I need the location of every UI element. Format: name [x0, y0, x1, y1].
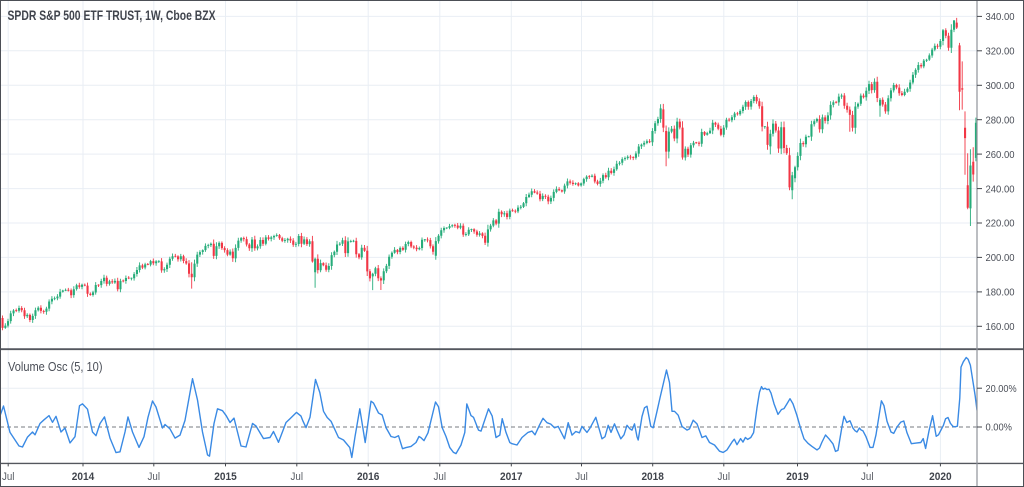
- svg-text:2018: 2018: [641, 471, 664, 483]
- svg-text:Jul: Jul: [148, 471, 161, 483]
- svg-text:Jul: Jul: [291, 471, 304, 483]
- svg-text:220.00: 220.00: [986, 218, 1015, 230]
- svg-text:20.00%: 20.00%: [986, 383, 1017, 395]
- svg-text:2020: 2020: [929, 471, 952, 483]
- svg-text:Volume Osc (5, 10): Volume Osc (5, 10): [8, 359, 103, 374]
- svg-text:180.00: 180.00: [986, 287, 1015, 299]
- svg-text:340.00: 340.00: [986, 11, 1015, 23]
- svg-text:SPDR S&P 500 ETF TRUST, 1W, Cb: SPDR S&P 500 ETF TRUST, 1W, Cboe BZX: [8, 7, 216, 23]
- svg-text:160.00: 160.00: [986, 321, 1015, 333]
- svg-text:2014: 2014: [72, 471, 95, 483]
- svg-text:2017: 2017: [500, 471, 523, 483]
- svg-text:200.00: 200.00: [986, 252, 1015, 264]
- svg-text:2019: 2019: [786, 471, 809, 483]
- svg-text:Jul: Jul: [2, 471, 15, 483]
- svg-text:Jul: Jul: [861, 471, 874, 483]
- svg-text:Jul: Jul: [434, 471, 447, 483]
- svg-text:320.00: 320.00: [986, 46, 1015, 58]
- svg-text:300.00: 300.00: [986, 80, 1015, 92]
- svg-text:Jul: Jul: [718, 471, 731, 483]
- svg-text:Jul: Jul: [575, 471, 588, 483]
- svg-text:2016: 2016: [357, 471, 380, 483]
- svg-text:240.00: 240.00: [986, 183, 1015, 195]
- svg-text:0.00%: 0.00%: [986, 422, 1013, 434]
- svg-text:280.00: 280.00: [986, 114, 1015, 126]
- svg-text:260.00: 260.00: [986, 149, 1015, 161]
- svg-text:2015: 2015: [214, 471, 237, 483]
